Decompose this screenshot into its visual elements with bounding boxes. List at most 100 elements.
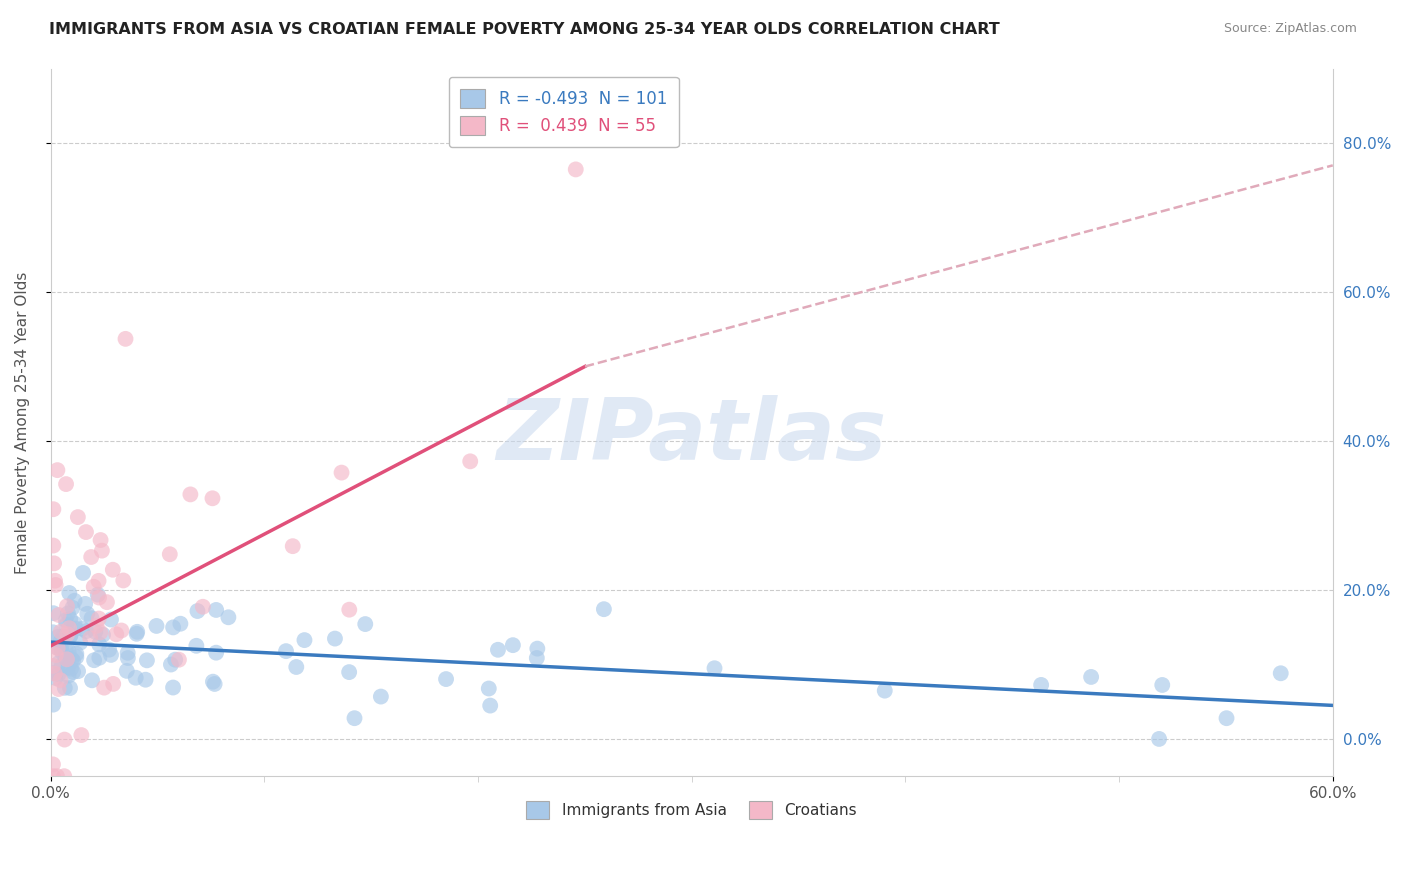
Point	[162, 620, 184, 634]
Point	[90, 533, 112, 547]
Point	[59, 612, 82, 626]
Point	[294, 633, 316, 648]
Point	[434, 672, 457, 686]
Point	[86, 619, 108, 633]
Point	[44, 574, 66, 588]
Point	[53, 769, 76, 783]
Point	[46, 640, 69, 655]
Point	[59, 629, 82, 643]
Point	[105, 627, 128, 641]
Point	[44, 671, 66, 685]
Point	[83, 580, 105, 594]
Point	[101, 563, 124, 577]
Point	[55, 641, 77, 656]
Point	[87, 611, 110, 625]
Point	[51, 658, 73, 673]
Point	[103, 677, 125, 691]
Point	[42, 757, 65, 772]
Point	[42, 769, 65, 783]
Point	[56, 607, 79, 621]
Point	[1215, 711, 1237, 725]
Point	[165, 653, 187, 667]
Point	[75, 525, 97, 540]
Point	[169, 616, 191, 631]
Point	[63, 616, 86, 631]
Point	[90, 543, 112, 558]
Point	[76, 607, 98, 621]
Point	[337, 602, 360, 616]
Point	[56, 599, 79, 614]
Point	[49, 624, 72, 639]
Point	[55, 613, 77, 627]
Point	[83, 653, 105, 667]
Point	[564, 162, 586, 177]
Point	[167, 653, 190, 667]
Point	[1080, 670, 1102, 684]
Point	[89, 637, 111, 651]
Point	[205, 646, 228, 660]
Point	[42, 502, 65, 516]
Point	[60, 652, 83, 666]
Point	[80, 611, 103, 625]
Point	[98, 642, 121, 657]
Point	[593, 602, 616, 616]
Point	[217, 610, 239, 624]
Point	[285, 660, 308, 674]
Point	[117, 651, 139, 665]
Point	[66, 510, 89, 524]
Point	[87, 574, 110, 588]
Point	[62, 654, 84, 668]
Point	[56, 652, 79, 666]
Point	[42, 539, 65, 553]
Point	[93, 681, 115, 695]
Point	[65, 650, 87, 665]
Point	[56, 660, 79, 674]
Point	[205, 603, 228, 617]
Point	[486, 642, 509, 657]
Point	[42, 625, 65, 640]
Point	[62, 665, 84, 679]
Point	[337, 665, 360, 679]
Point	[67, 664, 90, 678]
Point	[115, 664, 138, 678]
Legend: Immigrants from Asia, Croatians: Immigrants from Asia, Croatians	[520, 796, 863, 825]
Point	[55, 617, 77, 632]
Y-axis label: Female Poverty Among 25-34 Year Olds: Female Poverty Among 25-34 Year Olds	[15, 271, 30, 574]
Point	[1270, 666, 1292, 681]
Point	[89, 625, 111, 640]
Point	[135, 673, 157, 687]
Point	[65, 647, 87, 661]
Point	[458, 454, 481, 468]
Point	[1147, 731, 1170, 746]
Point	[80, 549, 103, 564]
Point	[42, 659, 65, 673]
Point	[526, 651, 548, 665]
Point	[330, 466, 353, 480]
Text: Source: ZipAtlas.com: Source: ZipAtlas.com	[1223, 22, 1357, 36]
Point	[58, 586, 80, 600]
Point	[46, 769, 69, 783]
Point	[46, 641, 69, 656]
Point	[201, 491, 224, 506]
Point	[72, 622, 94, 636]
Point	[65, 622, 87, 636]
Point	[72, 566, 94, 580]
Point	[186, 604, 208, 618]
Point	[159, 547, 181, 561]
Point	[45, 648, 67, 662]
Point	[55, 650, 77, 665]
Point	[114, 332, 136, 346]
Point	[62, 600, 84, 615]
Point	[479, 698, 502, 713]
Point	[48, 667, 70, 681]
Point	[69, 635, 91, 649]
Point	[80, 673, 103, 688]
Point	[70, 728, 93, 742]
Point	[58, 621, 80, 635]
Point	[127, 624, 149, 639]
Point	[55, 477, 77, 491]
Point	[42, 557, 65, 571]
Point	[48, 607, 70, 622]
Point	[112, 574, 135, 588]
Point	[59, 628, 82, 642]
